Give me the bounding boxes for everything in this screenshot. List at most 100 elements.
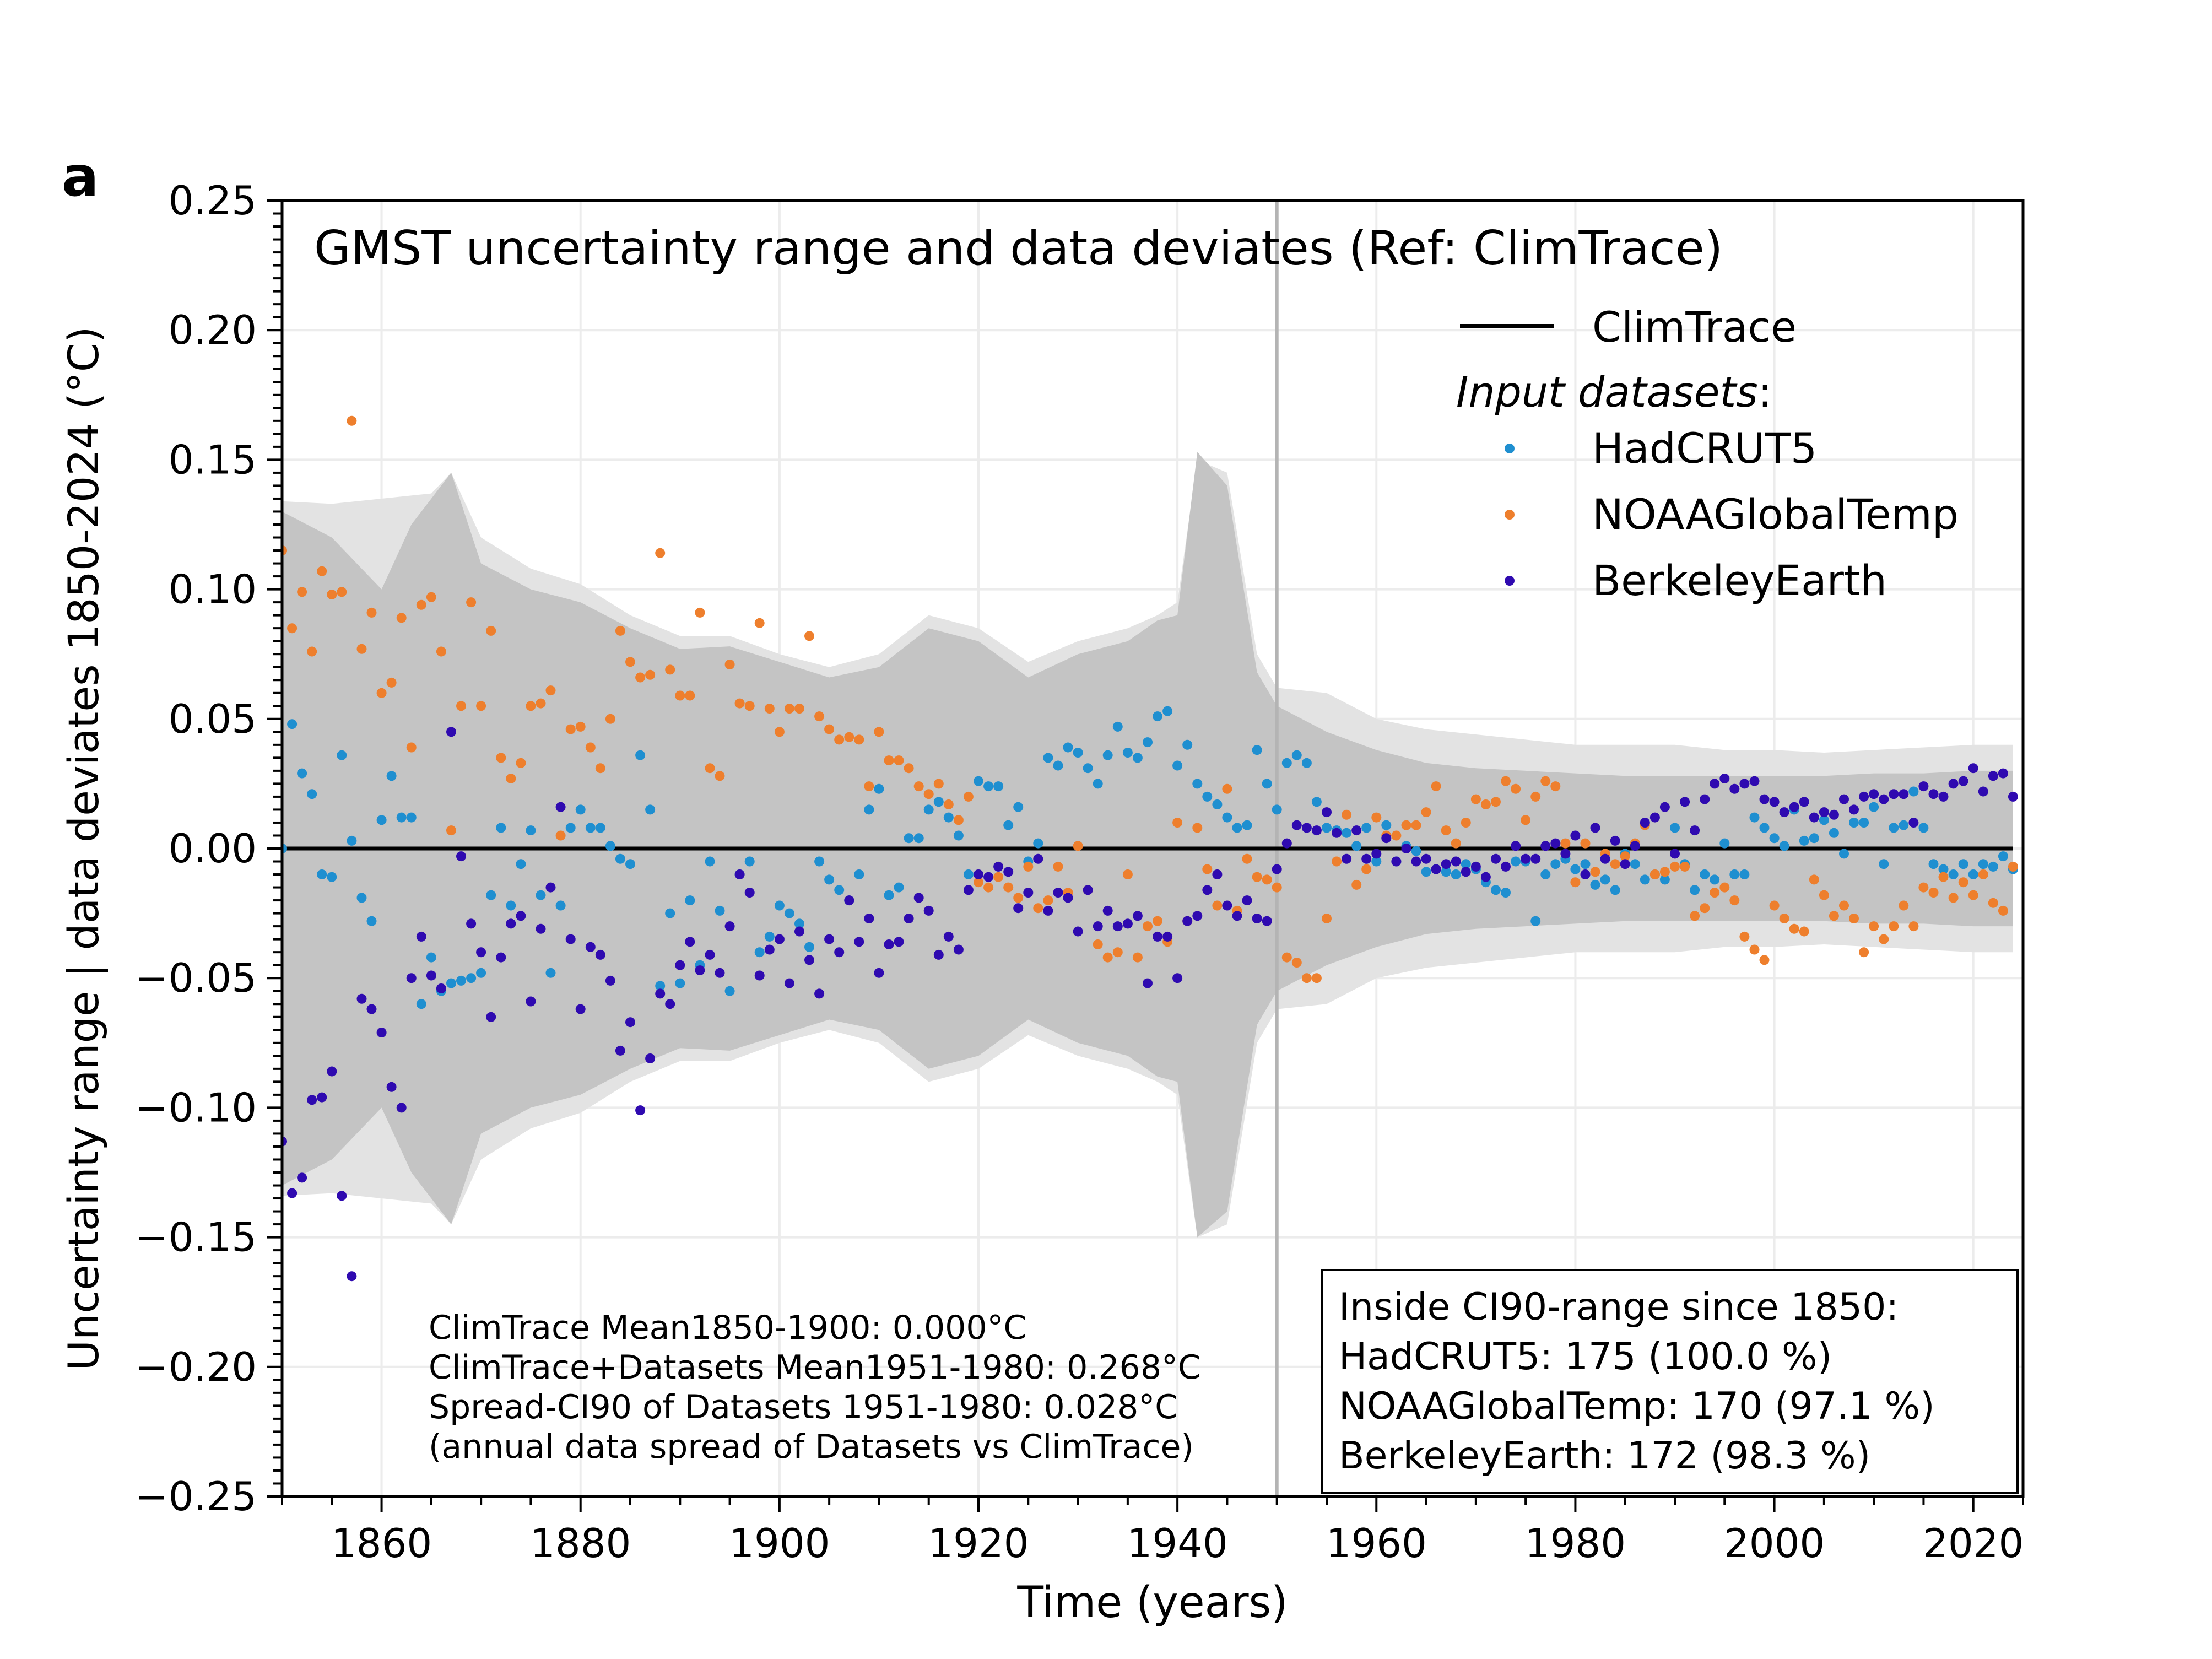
legend-marker-berkeleyearth <box>1505 576 1515 586</box>
point-noaaglobaltemp <box>526 701 536 711</box>
legend-label-noaaglobaltemp: NOAAGlobalTemp <box>1592 490 1959 539</box>
point-hadcrut5 <box>1739 869 1750 879</box>
point-noaaglobaltemp <box>854 734 864 745</box>
point-hadcrut5 <box>1311 797 1322 807</box>
point-hadcrut5 <box>565 823 576 833</box>
point-noaaglobaltemp <box>1291 958 1302 968</box>
point-noaaglobaltemp <box>1889 921 1899 932</box>
point-noaaglobaltemp <box>685 690 695 701</box>
point-berkeleyearth <box>1649 812 1660 823</box>
point-berkeleyearth <box>1859 791 1869 802</box>
point-berkeleyearth <box>1968 763 1978 774</box>
point-hadcrut5 <box>1948 869 1959 879</box>
point-berkeleyearth <box>366 1004 377 1014</box>
point-hadcrut5 <box>1003 820 1014 830</box>
point-noaaglobaltemp <box>356 644 367 654</box>
point-noaaglobaltemp <box>1143 921 1153 932</box>
point-noaaglobaltemp <box>1242 853 1252 864</box>
point-hadcrut5 <box>446 978 456 988</box>
point-berkeleyearth <box>854 937 864 947</box>
point-berkeleyearth <box>1371 849 1382 859</box>
stats-line-3: Spread-CI90 of Datasets 1951-1980: 0.028… <box>429 1388 1178 1426</box>
point-berkeleyearth <box>1700 794 1710 804</box>
point-noaaglobaltemp <box>366 607 377 618</box>
point-hadcrut5 <box>456 975 466 986</box>
point-berkeleyearth <box>476 947 486 958</box>
point-berkeleyearth <box>974 869 983 879</box>
point-noaaglobaltemp <box>1332 856 1342 867</box>
x-tick-label: 2020 <box>1923 1520 2024 1566</box>
point-hadcrut5 <box>1769 833 1780 844</box>
legend-group-suffix: : <box>1758 368 1772 417</box>
point-berkeleyearth <box>585 942 596 952</box>
point-noaaglobaltemp <box>1690 911 1700 921</box>
point-noaaglobaltemp <box>575 721 586 732</box>
y-tick-label: 0.05 <box>169 696 257 742</box>
point-berkeleyearth <box>347 1271 357 1282</box>
point-hadcrut5 <box>1570 864 1581 874</box>
point-berkeleyearth <box>1729 783 1740 794</box>
point-noaaglobaltemp <box>386 677 397 688</box>
point-noaaglobaltemp <box>1202 864 1213 874</box>
point-berkeleyearth <box>1033 853 1043 864</box>
point-noaaglobaltemp <box>1252 872 1262 882</box>
point-noaaglobaltemp <box>804 631 814 641</box>
point-noaaglobaltemp <box>1530 791 1541 802</box>
point-noaaglobaltemp <box>1670 861 1680 872</box>
point-noaaglobaltemp <box>1102 952 1113 963</box>
point-hadcrut5 <box>1063 742 1073 753</box>
point-berkeleyearth <box>1461 867 1471 877</box>
point-hadcrut5 <box>974 776 983 786</box>
point-hadcrut5 <box>1093 779 1103 789</box>
point-hadcrut5 <box>1719 838 1730 849</box>
point-noaaglobaltemp <box>337 587 347 597</box>
point-berkeleyearth <box>1710 779 1720 789</box>
legend-marker-noaaglobaltemp <box>1505 510 1515 520</box>
point-hadcrut5 <box>705 856 715 867</box>
point-hadcrut5 <box>287 719 298 729</box>
point-berkeleyearth <box>1570 830 1581 841</box>
point-berkeleyearth <box>615 1045 625 1056</box>
point-noaaglobaltemp <box>1918 882 1929 893</box>
point-noaaglobaltemp <box>1719 882 1730 893</box>
point-hadcrut5 <box>983 781 994 792</box>
point-berkeleyearth <box>496 952 506 963</box>
point-hadcrut5 <box>1640 874 1650 885</box>
point-berkeleyearth <box>565 934 576 944</box>
point-berkeleyearth <box>754 970 765 981</box>
point-hadcrut5 <box>376 815 387 825</box>
point-noaaglobaltemp <box>754 618 765 628</box>
point-hadcrut5 <box>884 890 894 900</box>
point-berkeleyearth <box>376 1028 387 1037</box>
point-noaaglobaltemp <box>734 698 745 709</box>
point-noaaglobaltemp <box>297 587 307 597</box>
ci90-line-3: NOAAGlobalTemp: 170 (97.1 %) <box>1339 1385 1935 1428</box>
point-hadcrut5 <box>1700 869 1710 879</box>
point-noaaglobaltemp <box>1501 776 1511 786</box>
point-noaaglobaltemp <box>705 763 715 774</box>
point-noaaglobaltemp <box>1680 861 1690 872</box>
point-hadcrut5 <box>1441 867 1451 877</box>
point-berkeleyearth <box>715 968 725 978</box>
point-noaaglobaltemp <box>1590 867 1600 877</box>
point-berkeleyearth <box>874 968 884 978</box>
point-hadcrut5 <box>1749 812 1760 823</box>
point-hadcrut5 <box>1491 885 1501 895</box>
point-hadcrut5 <box>1968 869 1978 879</box>
point-noaaglobaltemp <box>645 669 656 680</box>
point-noaaglobaltemp <box>1172 818 1183 828</box>
point-hadcrut5 <box>824 874 835 885</box>
point-noaaglobaltemp <box>1023 861 1034 872</box>
point-noaaglobaltemp <box>715 771 725 781</box>
point-hadcrut5 <box>1928 859 1939 869</box>
point-noaaglobaltemp <box>1132 952 1143 963</box>
point-noaaglobaltemp <box>814 711 825 722</box>
point-hadcrut5 <box>665 908 675 918</box>
point-noaaglobaltemp <box>376 688 387 698</box>
point-noaaglobaltemp <box>864 781 874 792</box>
panel-label: a <box>62 144 99 209</box>
point-berkeleyearth <box>1958 776 1968 786</box>
point-noaaglobaltemp <box>1620 851 1630 862</box>
point-berkeleyearth <box>864 914 874 923</box>
